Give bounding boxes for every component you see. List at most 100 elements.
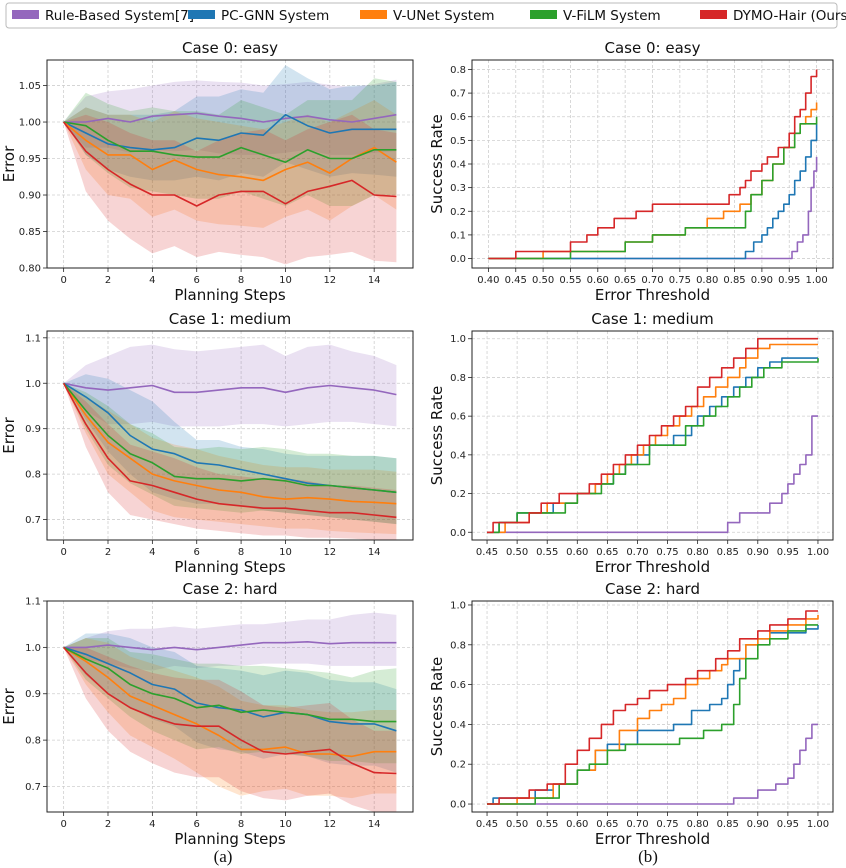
y-tick-label: 0.0 (450, 528, 466, 539)
series-line-v-film-system (62, 382, 397, 494)
series-line-v-film-system (487, 624, 818, 805)
x-tick-label: 0.45 (505, 275, 527, 286)
x-tick-label: 12 (323, 819, 336, 830)
y-tick-label: 1.0 (450, 600, 466, 611)
x-tick-label: 0.70 (626, 547, 648, 558)
x-tick-label: 0.75 (656, 819, 678, 830)
y-tick-label: 1.0 (450, 334, 466, 345)
y-tick-label: 1.0 (25, 379, 41, 390)
band-pc-gnn-system (63, 374, 397, 525)
legend-swatch (700, 10, 727, 19)
x-tick-label: 12 (323, 275, 336, 286)
series-line-v-film-system (488, 116, 818, 260)
x-tick-label: 2 (105, 547, 111, 558)
x-axis-label: Planning Steps (174, 286, 286, 304)
series-line-dymo-hair-ours (487, 610, 818, 805)
series-line-dymo-hair-ours (488, 69, 818, 260)
panel-b0: 0.40 0.45 0.50 0.55 0.60 0.65 0.70 0.75 0.80 0.85… (428, 39, 834, 304)
plot-area (487, 337, 819, 534)
series-line-v-unet-system (487, 343, 818, 534)
y-tick-label: 0.6 (450, 680, 466, 691)
caption-b: (b) (638, 847, 658, 866)
y-tick-label: 1.1 (25, 597, 41, 608)
y-tick-label: 0.4 (450, 450, 466, 461)
x-tick-label: 0.45 (476, 547, 498, 558)
band-v-unet-system (63, 100, 397, 228)
legend-swatch (188, 10, 215, 19)
plot-area (487, 610, 819, 805)
band-v-unet-system (63, 638, 397, 799)
legend-entry-v-film-system: V-FiLM System (530, 8, 661, 24)
legend-label: V-FiLM System (563, 8, 661, 24)
legend-entry-v-unet-system: V-UNet System (360, 8, 495, 24)
y-tick-label: 0.7 (25, 782, 41, 793)
panel-title: Case 2: hard (605, 580, 700, 598)
axes-frame (471, 330, 834, 541)
series-line-rule-based-system-7 (488, 156, 818, 260)
x-tick-label: 0.50 (506, 547, 528, 558)
legend-swatch (530, 10, 557, 19)
series-line-rule-based-system-7 (63, 382, 397, 396)
x-tick-label: 2 (105, 819, 111, 830)
x-tick-label: 0.60 (566, 547, 588, 558)
y-tick-label: 0.90 (19, 191, 41, 202)
x-tick-label: 8 (238, 819, 244, 830)
series-line-rule-based-system-7 (63, 112, 397, 123)
x-tick-label: 2 (105, 275, 111, 286)
x-tick-label: 0.80 (686, 819, 708, 830)
x-tick-label: 0.60 (587, 275, 609, 286)
series-line-rule-based-system-7 (487, 415, 818, 534)
legend-box (5, 2, 838, 29)
plot-area (488, 69, 818, 260)
x-tick-label: 0 (60, 275, 66, 286)
y-axis-label: Error (0, 145, 18, 182)
y-tick-label: 0.8 (450, 373, 466, 384)
y-tick-label: 1.0 (25, 643, 41, 654)
legend-swatch (360, 10, 387, 19)
x-tick-label: 0.90 (751, 275, 773, 286)
panels: 0 2 4 6 8 10 12 140.800.850.900.951.001.05Case … (0, 39, 834, 848)
x-tick-label: 1.00 (805, 275, 827, 286)
x-axis-label: Planning Steps (174, 830, 286, 848)
panel-title: Case 2: hard (183, 580, 278, 598)
y-tick-label: 0.8 (25, 736, 41, 747)
series-line-pc-gnn-system (487, 624, 819, 805)
x-tick-label: 0.70 (626, 819, 648, 830)
y-tick-label: 0.9 (25, 689, 41, 700)
x-tick-label: 0.55 (536, 547, 558, 558)
x-tick-label: 0.95 (778, 275, 800, 286)
y-tick-label: 0.80 (19, 264, 41, 275)
x-tick-label: 6 (194, 547, 200, 558)
x-tick-label: 0.65 (596, 547, 618, 558)
x-tick-label: 0.85 (717, 547, 739, 558)
x-tick-label: 14 (368, 819, 381, 830)
x-tick-label: 14 (368, 547, 381, 558)
x-tick-label: 12 (323, 547, 336, 558)
x-tick-label: 0.40 (477, 275, 499, 286)
x-tick-label: 4 (149, 819, 155, 830)
legend-label: DYMO-Hair (Ours) (733, 8, 846, 24)
x-tick-label: 0.95 (777, 547, 799, 558)
band-rule-based-system-7 (63, 344, 397, 427)
y-tick-label: 0.1 (450, 230, 466, 241)
x-tick-label: 10 (279, 547, 292, 558)
y-axis-label: Error (0, 416, 18, 453)
x-tick-label: 10 (279, 275, 292, 286)
x-axis-label: Error Threshold (595, 830, 710, 848)
series-line-v-unet-system (487, 614, 819, 805)
y-axis-label: Success Rate (428, 114, 446, 214)
y-tick-label: 0.8 (450, 65, 466, 76)
y-tick-label: 0.6 (450, 112, 466, 123)
legend-entry-rule-based-system-7: Rule-Based System[7] (12, 8, 194, 24)
legend-entry-dymo-hair-ours: DYMO-Hair (Ours) (700, 8, 846, 24)
panel-title: Case 0: easy (182, 39, 278, 57)
plot-area (62, 65, 397, 265)
legend-swatch (12, 10, 39, 19)
x-tick-label: 0.85 (717, 819, 739, 830)
x-tick-label: 0.45 (476, 819, 498, 830)
y-axis-label: Success Rate (428, 657, 446, 757)
x-tick-label: 0.55 (559, 275, 581, 286)
series-line-v-unet-system (63, 121, 397, 182)
x-tick-label: 8 (238, 275, 244, 286)
y-tick-label: 1.1 (25, 333, 41, 344)
